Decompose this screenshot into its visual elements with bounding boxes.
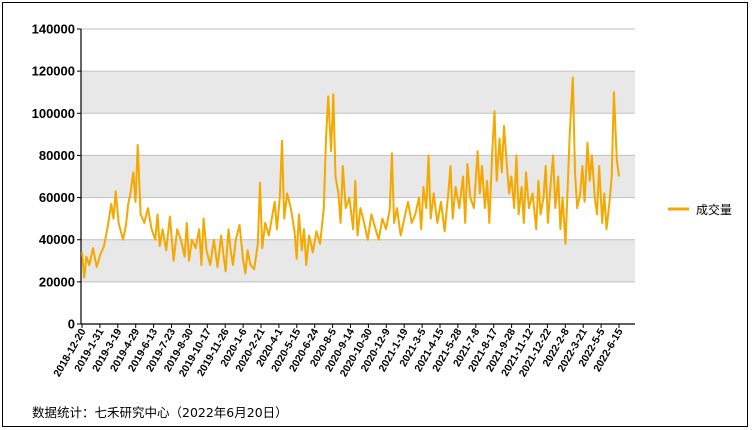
gridlines <box>81 28 635 283</box>
background-band <box>81 71 635 114</box>
y-tick-label: 40000 <box>39 232 75 247</box>
source-note: 数据统计：七禾研究中心（2022年6月20日） <box>32 405 288 420</box>
background-band <box>81 239 635 282</box>
background-band <box>81 155 635 198</box>
y-tick-label: 60000 <box>39 190 75 205</box>
background-bands <box>81 71 635 282</box>
y-tick-label: 20000 <box>39 274 75 289</box>
axes <box>80 29 635 325</box>
y-axis-ticks: 0 20000 40000 60000 80000 100000 120000 140000 <box>32 22 81 332</box>
line-chart: 020000400006000080000100000120000140000 … <box>32 22 732 380</box>
y-tick-label: 0 <box>68 317 75 332</box>
y-tick-label: 140000 <box>32 22 75 37</box>
legend-label: 成交量 <box>696 202 732 217</box>
legend: 成交量 <box>668 202 732 217</box>
series-line-volume <box>81 76 620 279</box>
y-tick-label: 120000 <box>32 64 75 79</box>
y-tick-label: 100000 <box>32 106 75 121</box>
y-tick-label: 80000 <box>39 148 75 163</box>
x-axis-ticks: 2018-12-202019-1-312019-3-192019-4-29201… <box>51 324 626 379</box>
